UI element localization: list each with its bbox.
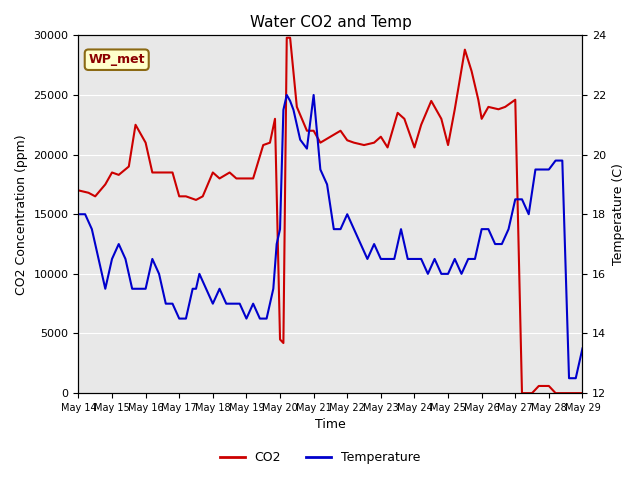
Text: WP_met: WP_met <box>88 53 145 66</box>
Line: CO2: CO2 <box>79 38 582 393</box>
Temperature <box>192 286 200 292</box>
Temperature <box>209 301 217 307</box>
CO2 <box>283 35 291 41</box>
Temperature <box>216 286 223 292</box>
Legend: CO2, Temperature: CO2, Temperature <box>214 446 426 469</box>
CO2 <box>75 188 83 193</box>
Temperature <box>478 226 486 232</box>
CO2 <box>545 383 553 389</box>
Y-axis label: Temperature (C): Temperature (C) <box>612 163 625 265</box>
X-axis label: Time: Time <box>315 419 346 432</box>
Temperature <box>579 346 586 351</box>
Line: Temperature: Temperature <box>79 95 582 378</box>
Temperature <box>283 92 291 98</box>
Temperature <box>565 375 573 381</box>
Temperature <box>296 137 304 143</box>
CO2 <box>286 35 294 41</box>
Title: Water CO2 and Temp: Water CO2 and Temp <box>250 15 412 30</box>
Temperature <box>75 211 83 217</box>
CO2 <box>310 128 317 133</box>
Temperature <box>465 256 472 262</box>
CO2 <box>474 97 482 103</box>
Y-axis label: CO2 Concentration (ppm): CO2 Concentration (ppm) <box>15 134 28 295</box>
CO2 <box>142 140 150 145</box>
CO2 <box>579 390 586 396</box>
CO2 <box>115 172 123 178</box>
CO2 <box>518 390 526 396</box>
